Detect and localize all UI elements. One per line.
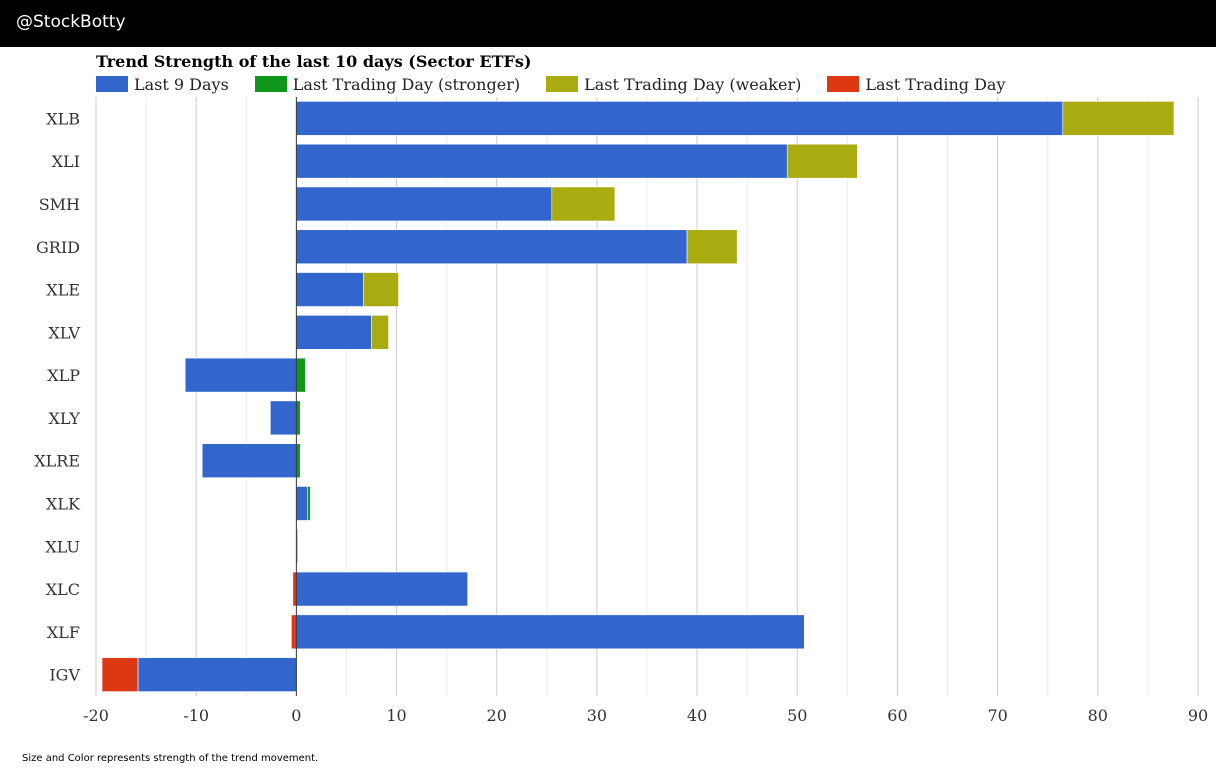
bar-xlre-last-9-days xyxy=(201,443,297,478)
category-label-xlf: XLF xyxy=(47,623,80,642)
category-label-xli: XLI xyxy=(52,152,80,171)
bar-smh-last-9-days xyxy=(296,186,553,222)
legend-swatch-last-9-days xyxy=(96,76,128,92)
bar-xlk-last-9-days xyxy=(296,486,308,521)
header-title: @StockBotty xyxy=(16,12,126,32)
bar-xle-last-9-days xyxy=(296,272,364,307)
bar-igv-last-trading-day xyxy=(101,657,139,692)
category-label-xlu: XLU xyxy=(45,537,80,556)
bar-xlv-last-trading-day-weaker xyxy=(371,315,389,350)
bar-xlf-last-9-days xyxy=(296,614,805,650)
category-label-xle: XLE xyxy=(46,281,80,300)
legend-label-last-9-days: Last 9 Days xyxy=(134,74,229,94)
legend: Last 9 Days Last Trading Day (stronger) … xyxy=(96,74,1031,94)
footer-note: Size and Color represents strength of th… xyxy=(22,753,319,764)
legend-swatch-weaker xyxy=(546,76,579,92)
legend-swatch-last-trading-day xyxy=(827,76,860,92)
x-tick-label: 70 xyxy=(987,706,1007,725)
bar-xli-last-9-days xyxy=(296,143,788,179)
category-label-xlre: XLRE xyxy=(34,452,80,471)
bar-xlp-last-trading-day-stronger xyxy=(296,357,306,393)
category-label-xlk: XLK xyxy=(46,494,81,513)
x-tick-label: 40 xyxy=(687,706,707,725)
bar-smh-last-trading-day-weaker xyxy=(551,186,616,222)
bar-xlf-last-trading-day xyxy=(291,614,297,650)
header-bar: @StockBotty xyxy=(0,0,1216,47)
bar-xlc-last-trading-day xyxy=(292,571,297,607)
bar-xlv-last-9-days xyxy=(296,315,372,350)
bar-xlb-last-trading-day-weaker xyxy=(1062,101,1175,136)
legend-swatch-stronger xyxy=(254,76,287,92)
bar-xlk-last-trading-day-stronger xyxy=(307,486,311,521)
legend-item-stronger[interactable]: Last Trading Day (stronger) xyxy=(254,74,521,94)
category-label-smh: SMH xyxy=(39,195,80,214)
category-label-grid: GRID xyxy=(36,238,80,257)
category-label-xlv: XLV xyxy=(48,323,80,342)
bar-xlb-last-9-days xyxy=(296,101,1064,136)
bar-xly-last-trading-day-stronger xyxy=(296,400,301,436)
x-tick-label: 10 xyxy=(386,706,406,725)
bar-xlc-last-9-days xyxy=(296,571,468,607)
bar-xly-last-9-days xyxy=(270,400,297,436)
x-tick-label: 90 xyxy=(1188,706,1208,725)
x-tick-label: -20 xyxy=(83,706,109,725)
legend-label-last-trading-day: Last Trading Day xyxy=(865,74,1006,94)
bar-igv-last-9-days xyxy=(137,657,297,692)
category-label-igv: IGV xyxy=(49,666,80,685)
category-label-xly: XLY xyxy=(48,409,80,428)
x-tick-label: -10 xyxy=(183,706,209,725)
x-tick-label: 50 xyxy=(787,706,807,725)
x-tick-label: 30 xyxy=(587,706,607,725)
bar-grid-last-trading-day-weaker xyxy=(686,229,738,265)
legend-item-weaker[interactable]: Last Trading Day (weaker) xyxy=(546,75,801,94)
x-tick-label: 20 xyxy=(487,706,507,725)
x-tick-label: 0 xyxy=(291,706,301,725)
bar-grid-last-9-days xyxy=(296,229,688,265)
chart-title: Trend Strength of the last 10 days (Sect… xyxy=(96,52,532,71)
x-tick-label: 60 xyxy=(887,706,907,725)
legend-label-stronger: Last Trading Day (stronger) xyxy=(292,74,521,94)
bar-xlre-last-trading-day-stronger xyxy=(296,443,301,478)
bar-xlp-last-9-days xyxy=(184,357,297,393)
category-label-xlc: XLC xyxy=(46,580,80,599)
legend-item-last-trading-day[interactable]: Last Trading Day xyxy=(827,75,1005,94)
bar-xle-last-trading-day-weaker xyxy=(363,272,399,307)
category-label-xlb: XLB xyxy=(46,109,80,128)
category-label-xlp: XLP xyxy=(47,366,80,385)
x-tick-label: 80 xyxy=(1088,706,1108,725)
legend-item-last-9-days[interactable]: Last 9 Days xyxy=(96,75,229,94)
bar-xli-last-trading-day-weaker xyxy=(786,143,858,179)
legend-label-weaker: Last Trading Day (weaker) xyxy=(584,74,802,94)
